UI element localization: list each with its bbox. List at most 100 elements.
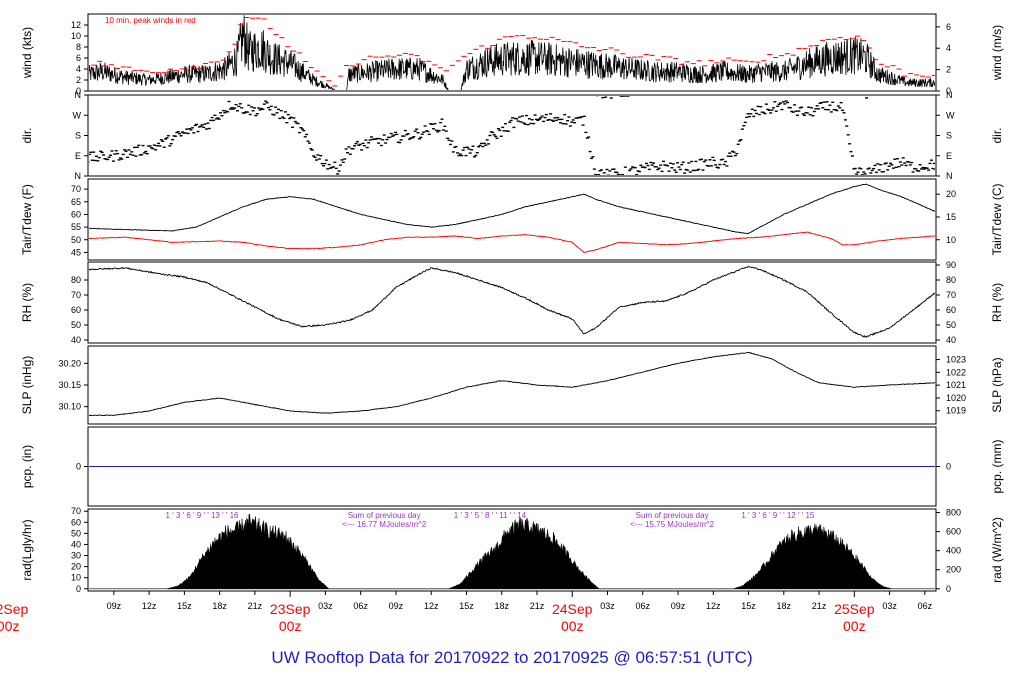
left-tick-label: E — [75, 151, 81, 161]
x-date-hour-label: 00z — [843, 618, 866, 634]
x-tick-label: 03z — [882, 601, 897, 611]
x-tick-label: 09z — [389, 601, 404, 611]
left-axis-title: wind (kts) — [20, 27, 34, 79]
plot-area — [89, 96, 935, 175]
x-tick-label: 06z — [918, 601, 933, 611]
x-date-hour-label: 00z — [279, 618, 302, 634]
x-tick-label: 21z — [812, 601, 827, 611]
right-tick-label: 1022 — [946, 367, 966, 377]
x-tick-label: 06z — [635, 601, 650, 611]
rad-hour-labels: 1 ' 3 ' 6 ' 9 ' ' 12 ' ' 15 — [741, 511, 815, 520]
left-tick-label: 55 — [71, 222, 81, 232]
left-axis-title: Tair/Tdew (F) — [20, 184, 34, 255]
left-tick-label: 0 — [76, 584, 81, 594]
x-date-label: 25Sep — [834, 601, 875, 617]
rad-sum-value: <--- 15.75 MJoules/m^2 — [630, 520, 715, 529]
left-tick-label: 80 — [71, 275, 81, 285]
left-tick-label: 0 — [76, 86, 81, 96]
x-date-hour-label: 00z — [561, 618, 584, 634]
right-tick-label: 6 — [946, 22, 951, 32]
right-tick-label: 1023 — [946, 355, 966, 365]
x-tick-label: 18z — [212, 601, 227, 611]
right-tick-label: 15 — [946, 212, 956, 222]
left-tick-label: 4 — [76, 64, 81, 74]
left-tick-label: 70 — [71, 506, 81, 516]
left-tick-label: 0 — [76, 462, 81, 472]
left-tick-label: 70 — [71, 290, 81, 300]
x-date-label: 22Sep — [0, 601, 29, 617]
x-tick-label: 18z — [494, 601, 509, 611]
right-tick-label: 1021 — [946, 380, 966, 390]
rad-sum-title: Sum of previous day — [348, 511, 421, 520]
left-axis-title: rad(Lgly/hr) — [20, 519, 34, 580]
right-tick-label: 60 — [946, 305, 956, 315]
left-tick-label: 60 — [71, 305, 81, 315]
right-axis-title: Tair/Tdew (C) — [990, 183, 1004, 255]
series-tair-line — [89, 183, 935, 235]
panel-temp: 45 50 55 60 65 70 10 15 20 Tair/Tdew (F) Tair/Tdew… — [20, 178, 1004, 261]
right-tick-label: 70 — [946, 290, 956, 300]
right-tick-label: E — [946, 151, 952, 161]
x-tick-label: 15z — [459, 601, 474, 611]
x-tick-label: 12z — [424, 601, 439, 611]
plot-area — [89, 351, 935, 417]
right-tick-label: 80 — [946, 275, 956, 285]
x-tick-label: 15z — [177, 601, 192, 611]
left-tick-label: 45 — [71, 247, 81, 257]
left-tick-label: 40 — [71, 539, 81, 549]
panel-frame — [87, 345, 937, 425]
right-tick-label: S — [946, 131, 952, 141]
x-date-hour-label: 00z — [0, 618, 19, 634]
right-tick-label: 90 — [946, 260, 956, 270]
right-axis-title: pcp. (mm) — [990, 439, 1004, 493]
left-axis-title: dir. — [20, 127, 34, 143]
x-axis: 09z 12z 15z 18z 21z 03z 06z 09z 12z 15z 18z 21z 03z 0… — [0, 591, 933, 634]
wind-annotation: 10 min. peak winds in red — [105, 16, 196, 25]
right-tick-label: N — [946, 171, 953, 181]
left-tick-label: 20 — [71, 562, 81, 572]
left-tick-label: 50 — [71, 528, 81, 538]
left-axis-title: pcp. (in) — [20, 445, 34, 488]
left-tick-label: 30 — [71, 551, 81, 561]
x-tick-label: 12z — [142, 601, 157, 611]
panel-rad: 0102030405060700200400600800rad(Lgly/hr)… — [20, 506, 1004, 594]
x-tick-label: 03z — [600, 601, 615, 611]
panel-frame — [87, 508, 937, 592]
rad-sum-title: Sum of previous day — [636, 511, 709, 520]
left-tick-label: 60 — [71, 209, 81, 219]
x-tick-label: 03z — [318, 601, 333, 611]
right-tick-label: 0 — [946, 86, 951, 96]
figure-caption: UW Rooftop Data for 20170922 to 20170925… — [271, 648, 753, 667]
rad-hour-labels: 1 ' 3 ' 6 ' 9 ' ' 13 ' ' 16 — [166, 511, 240, 520]
right-axis-title: SLP (hPa) — [990, 357, 1004, 412]
panel-pcp: 0 0 pcp. (in) pcp. (mm) — [20, 426, 1004, 507]
rad-sum-value: <--- 16.77 MJoules/m^2 — [342, 520, 427, 529]
right-tick-label: 4 — [946, 43, 951, 53]
right-tick-label: 800 — [946, 508, 961, 518]
right-axis-title: wind (m/s) — [990, 25, 1004, 81]
left-tick-label: S — [75, 131, 81, 141]
left-tick-label: 12 — [71, 20, 81, 30]
series-slp-line — [89, 351, 935, 417]
x-tick-label: 12z — [706, 601, 721, 611]
right-tick-label: 50 — [946, 320, 956, 330]
panel-rh: 40 50 60 70 80 40 50 60 70 80 90 RH (%) RH (%) — [20, 260, 1004, 345]
left-tick-label: 50 — [71, 235, 81, 245]
plot-area — [89, 15, 935, 90]
right-tick-label: 0 — [946, 462, 951, 472]
right-axis-title: dir. — [990, 127, 1004, 143]
panel-frame — [87, 261, 937, 344]
plot-area — [89, 265, 935, 339]
left-tick-label: 10 — [71, 31, 81, 41]
series-wind-line — [89, 15, 935, 90]
right-tick-label: 600 — [946, 527, 961, 537]
panel-frame — [87, 13, 937, 92]
left-tick-label: W — [73, 110, 82, 120]
panel-frame — [87, 178, 937, 261]
series-rh-line — [89, 265, 935, 339]
left-tick-label: N — [75, 90, 82, 100]
left-tick-label: 60 — [71, 517, 81, 527]
